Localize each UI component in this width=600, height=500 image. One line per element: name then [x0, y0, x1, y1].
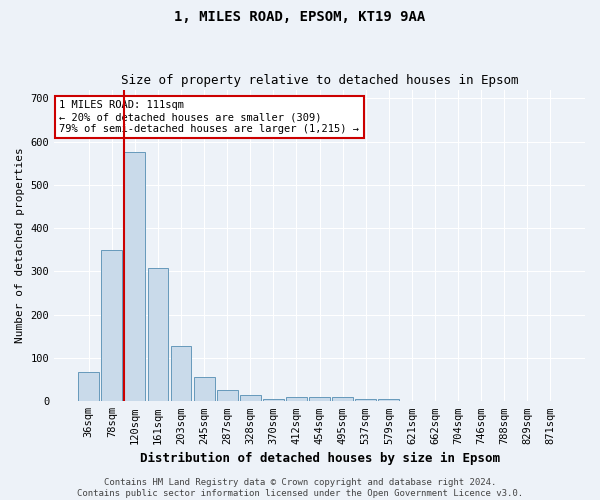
- Text: 1 MILES ROAD: 111sqm
← 20% of detached houses are smaller (309)
79% of semi-deta: 1 MILES ROAD: 111sqm ← 20% of detached h…: [59, 100, 359, 134]
- X-axis label: Distribution of detached houses by size in Epsom: Distribution of detached houses by size …: [140, 452, 500, 465]
- Bar: [332, 398, 353, 401]
- Bar: [124, 152, 145, 401]
- Bar: [148, 268, 169, 401]
- Bar: [355, 399, 376, 401]
- Bar: [309, 397, 330, 401]
- Y-axis label: Number of detached properties: Number of detached properties: [15, 148, 25, 344]
- Bar: [217, 390, 238, 401]
- Bar: [263, 399, 284, 401]
- Bar: [194, 376, 215, 401]
- Text: 1, MILES ROAD, EPSOM, KT19 9AA: 1, MILES ROAD, EPSOM, KT19 9AA: [175, 10, 425, 24]
- Bar: [170, 346, 191, 401]
- Title: Size of property relative to detached houses in Epsom: Size of property relative to detached ho…: [121, 74, 518, 87]
- Bar: [78, 372, 99, 401]
- Bar: [286, 398, 307, 401]
- Bar: [101, 250, 122, 401]
- Bar: [240, 395, 261, 401]
- Text: Contains HM Land Registry data © Crown copyright and database right 2024.
Contai: Contains HM Land Registry data © Crown c…: [77, 478, 523, 498]
- Bar: [379, 400, 399, 401]
